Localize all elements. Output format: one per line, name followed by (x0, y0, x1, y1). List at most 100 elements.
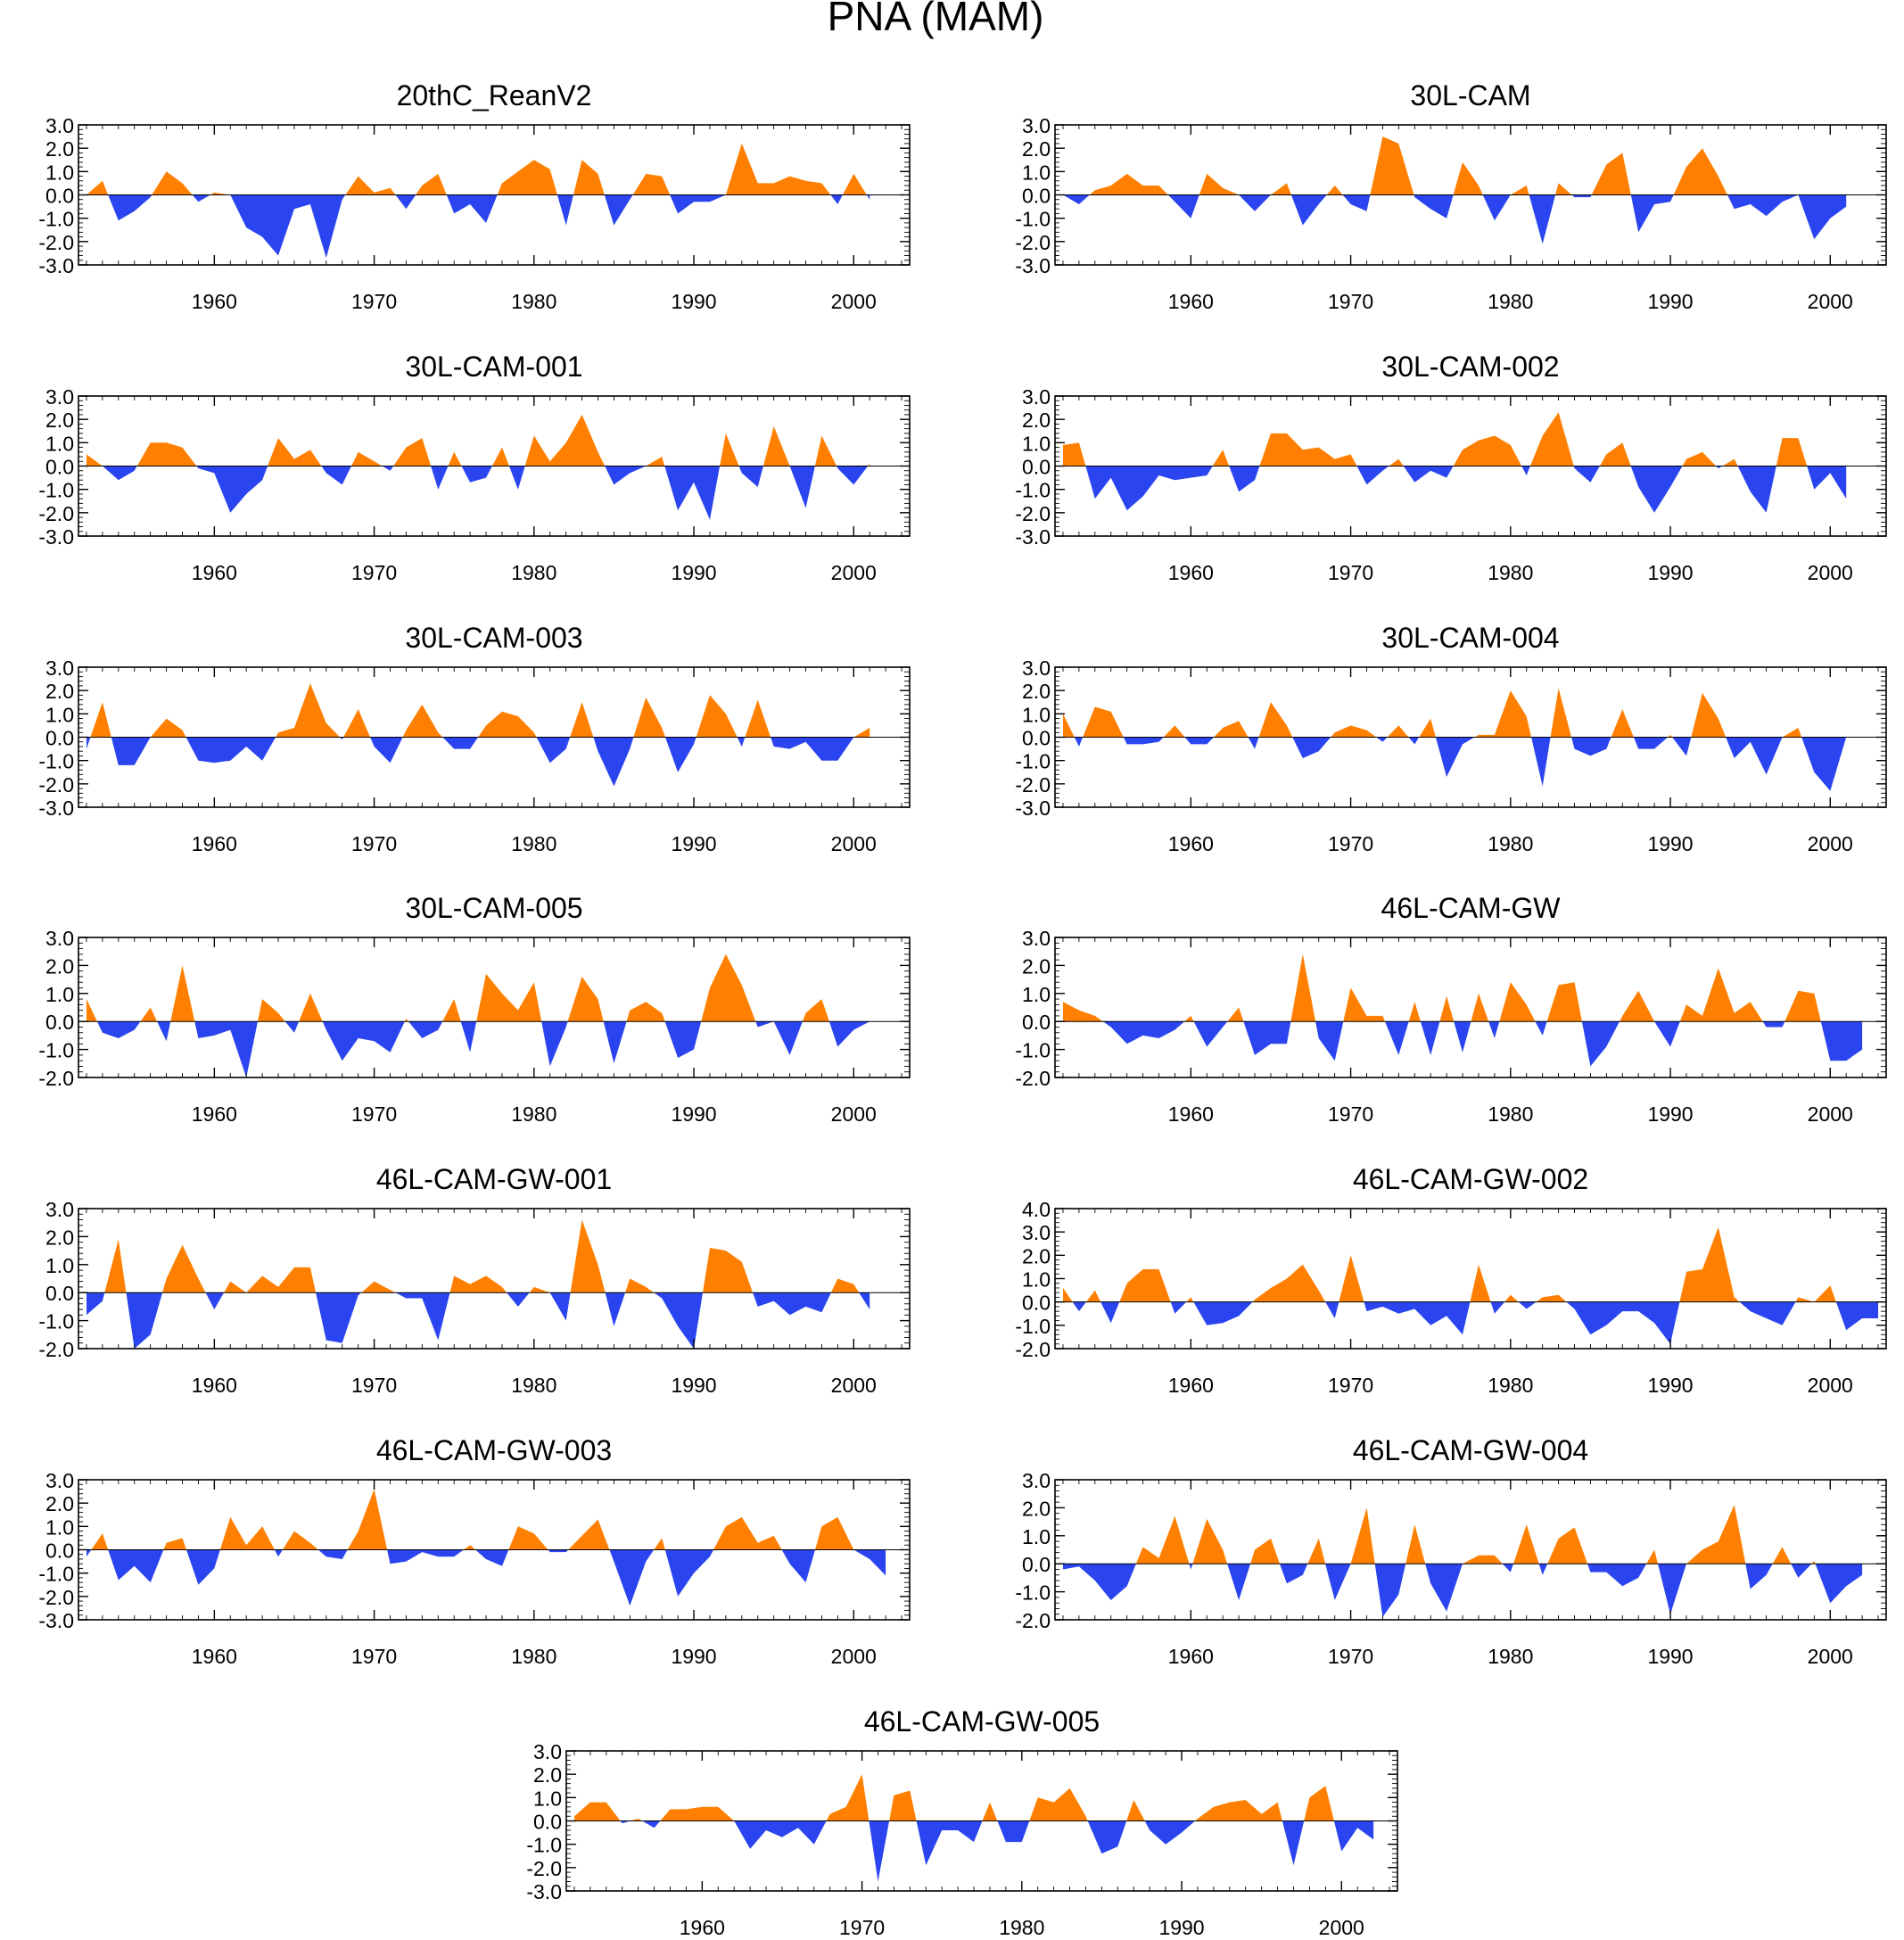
x-tick-label: 2000 (1808, 1645, 1853, 1668)
x-tick-label: 1990 (671, 561, 716, 584)
panel: 30L-CAM-004 3.02.01.00.0-1.0-2.0-3.0 1960 1… (1015, 622, 1887, 855)
panel: 46L-CAM-GW 3.0 2.0 1.0 0.0 -1.0 -2.0 1960 1970 19… (1015, 892, 1887, 1126)
panel-title: 30L-CAM-003 (405, 622, 582, 654)
positive-area (1063, 1505, 1863, 1564)
y-tick-label: 1.0 (45, 703, 74, 726)
y-tick-label: -3.0 (38, 254, 74, 277)
x-tick-label: 2000 (831, 1102, 877, 1126)
y-tick-label: 1.0 (45, 983, 74, 1006)
y-tick-label: -1.0 (1015, 750, 1051, 773)
panel: 20thC_ReanV2 3.02.01.00.0-1.0-2.0-3.0 1960… (38, 79, 911, 313)
x-tick-label: 2000 (831, 1645, 877, 1668)
x-tick-label: 1980 (999, 1916, 1044, 1939)
y-tick-label: -1.0 (526, 1834, 562, 1857)
y-tick-label: 0.0 (45, 1540, 74, 1563)
x-tick-label: 1980 (1488, 1374, 1533, 1397)
x-tick-label: 2000 (1808, 1374, 1853, 1397)
positive-area (87, 953, 870, 1022)
negative-area (1063, 194, 1847, 244)
y-tick-label: 2.0 (45, 409, 74, 432)
x-tick-label: 2000 (831, 832, 877, 855)
x-tick-label: 1960 (1168, 832, 1214, 855)
negative-area (87, 466, 870, 520)
y-tick-label: 4.0 (1022, 1198, 1051, 1221)
y-tick-label: 2.0 (45, 954, 74, 978)
y-tick-label: 0.0 (45, 727, 74, 750)
y-tick-label: -1.0 (1015, 479, 1051, 502)
y-tick-label: -1.0 (1015, 1315, 1051, 1338)
y-tick-label: 2.0 (45, 680, 74, 703)
positive-area (1063, 1226, 1878, 1302)
x-tick-label: 1960 (1168, 561, 1214, 584)
positive-area (1063, 688, 1847, 738)
y-tick-label: -3.0 (1015, 254, 1051, 277)
x-tick-label: 1980 (1488, 832, 1533, 855)
x-tick-label: 1980 (511, 832, 556, 855)
panel-title: 20thC_ReanV2 (397, 79, 592, 111)
y-tick-label: 1.0 (1022, 703, 1051, 726)
negative-area (87, 737, 870, 787)
x-tick-label: 1960 (1168, 1102, 1214, 1126)
negative-area (87, 1292, 870, 1349)
x-tick-label: 1980 (511, 290, 556, 313)
x-tick-label: 1980 (1488, 1645, 1533, 1668)
y-tick-label: 1.0 (1022, 432, 1051, 455)
panel-title: 46L-CAM-GW-005 (864, 1705, 1100, 1738)
panel-title: 30L-CAM-004 (1381, 622, 1559, 654)
panel-title: 30L-CAM (1410, 79, 1530, 111)
y-tick-label: 2.0 (1022, 680, 1051, 703)
plot-frame (1054, 937, 1887, 1078)
x-tick-label: 2000 (1808, 1102, 1853, 1126)
negative-area (87, 1549, 886, 1606)
x-tick-label: 1960 (192, 1374, 237, 1397)
y-tick-label: 0.0 (45, 185, 74, 208)
y-tick-label: 3.0 (45, 385, 74, 409)
x-tick-label: 1980 (511, 1102, 556, 1126)
figure-title: PNA (MAM) (828, 0, 1044, 39)
y-tick-label: -2.0 (38, 231, 74, 254)
x-tick-label: 1970 (1328, 1374, 1373, 1397)
y-tick-label: -2.0 (38, 773, 74, 797)
x-tick-label: 1970 (1328, 1645, 1373, 1668)
panel-title: 30L-CAM-002 (1381, 351, 1559, 383)
x-tick-label: 1980 (511, 1374, 556, 1397)
panel-title: 46L-CAM-GW-001 (376, 1163, 612, 1195)
y-tick-label: 0.0 (45, 456, 74, 479)
x-tick-label: 1960 (192, 1645, 237, 1668)
y-tick-label: -2.0 (1015, 1609, 1051, 1632)
y-tick-label: 3.0 (45, 1198, 74, 1221)
x-tick-label: 1970 (1328, 1102, 1373, 1126)
y-tick-label: 2.0 (45, 137, 74, 161)
y-tick-label: 0.0 (1022, 1292, 1051, 1315)
x-tick-label: 1990 (1647, 1645, 1693, 1668)
plot-frame (78, 1208, 911, 1350)
panel: 30L-CAM 3.02.01.00.0-1.0-2.0-3.0 1960 1970 1… (1015, 79, 1887, 313)
y-tick-label: -2.0 (38, 502, 74, 525)
panel: 46L-CAM-GW-003 3.02.01.00.0-1.0-2.0-3.0 19… (38, 1434, 911, 1668)
y-tick-label: 3.0 (45, 1469, 74, 1492)
y-tick-label: 3.0 (45, 114, 74, 137)
x-tick-label: 2000 (1319, 1916, 1364, 1939)
negative-area (1063, 1021, 1863, 1067)
y-tick-label: -2.0 (1015, 1338, 1051, 1361)
panel: 30L-CAM-001 3.02.01.00.0-1.0-2.0-3.0 1960 1… (38, 351, 911, 584)
x-tick-label: 1970 (1328, 561, 1373, 584)
x-tick-label: 2000 (1808, 561, 1853, 584)
positive-area (87, 414, 870, 466)
x-tick-label: 1990 (671, 1645, 716, 1668)
y-tick-label: -3.0 (1015, 797, 1051, 820)
y-tick-label: -2.0 (38, 1067, 74, 1090)
x-tick-label: 1970 (351, 1102, 397, 1126)
y-tick-label: 0.0 (1022, 456, 1051, 479)
x-tick-label: 1990 (671, 832, 716, 855)
x-tick-label: 1960 (1168, 1374, 1214, 1397)
x-tick-label: 1960 (192, 290, 237, 313)
y-tick-label: -1.0 (38, 1310, 74, 1333)
panel: 46L-CAM-GW-005 3.02.01.00.0-1.0-2.0-3.0 19… (526, 1705, 1398, 1939)
positive-area (87, 1489, 886, 1550)
positive-area (1063, 953, 1863, 1022)
y-tick-label: 3.0 (1022, 114, 1051, 137)
x-tick-label: 1970 (1328, 832, 1373, 855)
panel-title: 46L-CAM-GW-003 (376, 1434, 612, 1466)
plot-frame (1054, 1208, 1887, 1350)
